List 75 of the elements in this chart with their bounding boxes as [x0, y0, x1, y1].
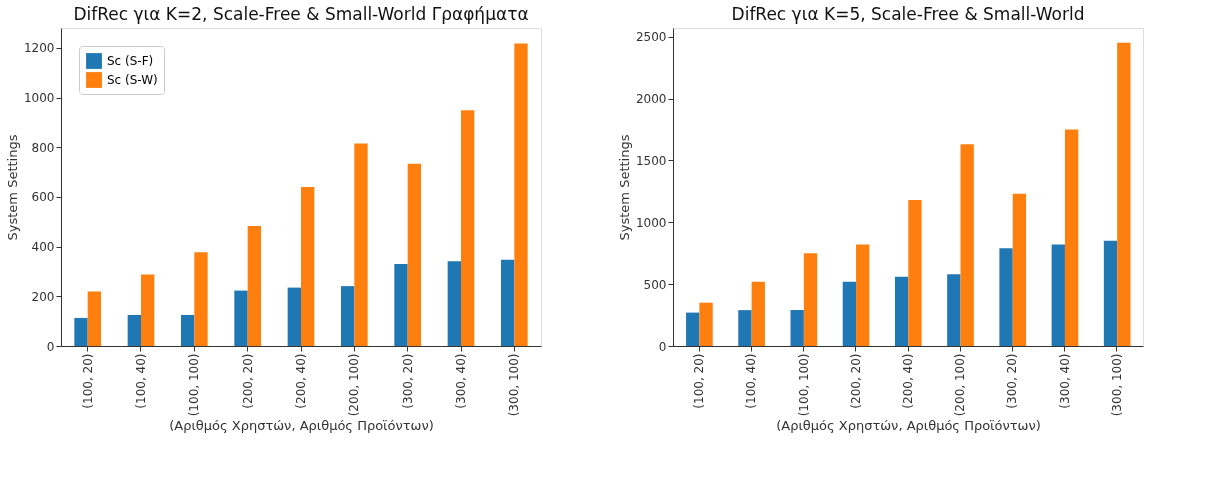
bar — [960, 144, 974, 346]
y-tick-label: 400 — [31, 240, 55, 255]
x-tick-label: (200, 40) — [294, 353, 308, 409]
x-tick-label: (100, 100) — [187, 353, 202, 417]
bar — [999, 248, 1013, 346]
bar — [141, 274, 155, 346]
bar — [738, 310, 752, 346]
x-tick-label: (100, 20) — [692, 353, 707, 409]
bar — [514, 43, 528, 346]
legend-label: Sc (S-F) — [107, 54, 154, 68]
legend-label: Sc (S-W) — [107, 73, 158, 87]
bar — [856, 244, 870, 346]
bar — [1051, 244, 1065, 346]
bar — [1012, 193, 1027, 346]
y-tick-label: 1000 — [23, 91, 55, 106]
x-tick-label: (300, 40) — [454, 353, 468, 409]
bar — [790, 310, 804, 346]
y-tick-label: 800 — [31, 140, 55, 155]
y-tick-label: 1200 — [23, 41, 55, 56]
x-tick-label: (200, 20) — [240, 353, 255, 409]
chart-title: DifRec για K=2, Scale-Free & Small-World Γραφήματα — [73, 4, 529, 24]
x-tick-label: (200, 100) — [347, 353, 362, 417]
bar — [194, 252, 208, 346]
bar — [894, 276, 909, 346]
bar — [247, 226, 261, 346]
bar — [461, 110, 475, 346]
bar — [1103, 240, 1118, 346]
y-tick-label: 2500 — [635, 30, 667, 45]
x-tick-label: (100, 20) — [80, 353, 95, 409]
bar — [686, 312, 700, 346]
bar — [501, 259, 515, 346]
bar — [127, 314, 141, 346]
x-tick-label: (300, 40) — [1057, 353, 1072, 409]
bar — [87, 291, 101, 346]
bar — [181, 314, 195, 346]
bar — [803, 253, 818, 346]
bar — [341, 286, 355, 346]
bar — [287, 287, 301, 346]
bar — [394, 264, 408, 346]
bar — [74, 317, 88, 346]
x-tick-label: (300, 20) — [400, 353, 415, 409]
bar — [1117, 42, 1131, 346]
bar — [1064, 129, 1079, 346]
bar — [751, 281, 765, 346]
x-tick-label: (200, 40) — [901, 353, 915, 409]
x-axis-title: (Αριθμός Χρηστών, Αριθμός Προϊόντων) — [776, 418, 1041, 434]
bar — [842, 281, 857, 346]
y-tick-label: 500 — [643, 277, 667, 292]
x-tick-label: (100, 100) — [796, 353, 811, 417]
bar — [354, 143, 368, 346]
x-tick-label: (300, 100) — [507, 353, 522, 417]
x-axis-title: (Αριθμός Χρηστών, Αριθμός Προϊόντων) — [169, 418, 434, 434]
y-tick-label: 0 — [46, 339, 55, 354]
x-tick-label: (200, 100) — [953, 353, 968, 417]
bar — [407, 163, 421, 346]
y-tick-label: 1000 — [635, 215, 667, 230]
chart-title: DifRec για K=5, Scale-Free & Small-World — [731, 4, 1085, 24]
y-tick-label: 600 — [31, 190, 55, 205]
bar — [699, 302, 713, 346]
y-tick-label: 1500 — [635, 153, 667, 168]
y-tick-label: 200 — [31, 289, 55, 304]
bar — [301, 187, 315, 346]
x-tick-label: (200, 20) — [848, 353, 863, 409]
x-tick-label: (300, 100) — [1109, 353, 1124, 417]
x-tick-label: (100, 40) — [744, 353, 759, 409]
bar — [447, 261, 461, 346]
y-tick-label: 0 — [658, 339, 667, 354]
bar — [908, 199, 922, 346]
y-axis-title: System Settings — [4, 134, 20, 241]
bar — [947, 274, 961, 346]
y-axis-title: System Settings — [616, 134, 632, 241]
x-tick-label: (100, 40) — [134, 353, 148, 409]
y-tick-label: 2000 — [635, 92, 667, 107]
x-tick-label: (300, 20) — [1005, 353, 1020, 409]
bar — [234, 290, 248, 346]
